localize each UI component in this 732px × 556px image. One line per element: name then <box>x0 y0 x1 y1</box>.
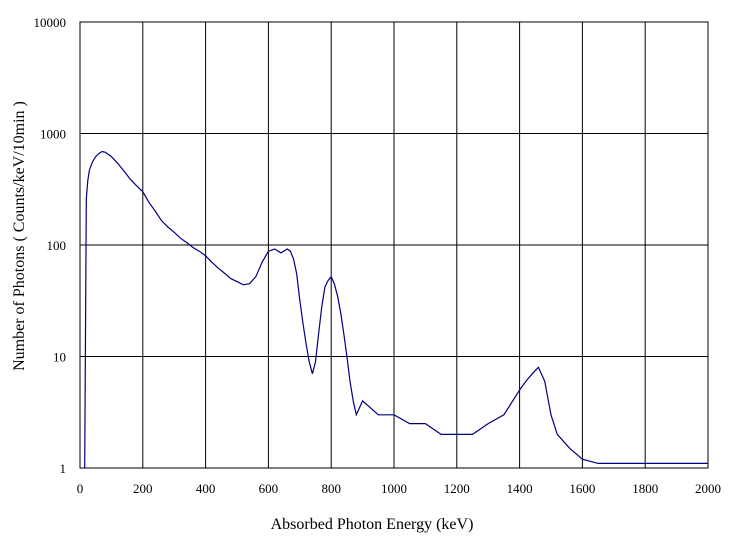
y-tick-label: 100 <box>47 238 67 253</box>
x-tick-label: 200 <box>133 481 153 496</box>
x-tick-label: 800 <box>321 481 341 496</box>
y-axis-title: Number of Photons ( Counts/keV/10min ) <box>11 101 28 371</box>
grid <box>80 22 708 468</box>
x-tick-label: 400 <box>196 481 216 496</box>
x-tick-label: 2000 <box>695 481 721 496</box>
x-tick-label: 1600 <box>569 481 595 496</box>
x-axis-title: Absorbed Photon Energy (keV) <box>271 516 474 533</box>
y-tick-label: 10 <box>53 350 66 365</box>
y-tick-label: 1000 <box>40 127 66 142</box>
y-tick-label: 1 <box>60 461 67 476</box>
x-tick-label: 0 <box>77 481 84 496</box>
x-tick-label: 1400 <box>507 481 533 496</box>
x-tick-labels: 0 200 400 600 800 1000 1200 1400 1600 1800 2000 <box>77 481 721 496</box>
x-tick-label: 1200 <box>444 481 470 496</box>
x-tick-label: 1800 <box>632 481 658 496</box>
x-tick-label: 1000 <box>381 481 407 496</box>
y-tick-labels: 1 10 100 1000 10000 <box>34 15 67 476</box>
y-tick-label: 10000 <box>34 15 67 30</box>
spectrum-series-line <box>84 150 708 469</box>
x-tick-label: 600 <box>259 481 279 496</box>
